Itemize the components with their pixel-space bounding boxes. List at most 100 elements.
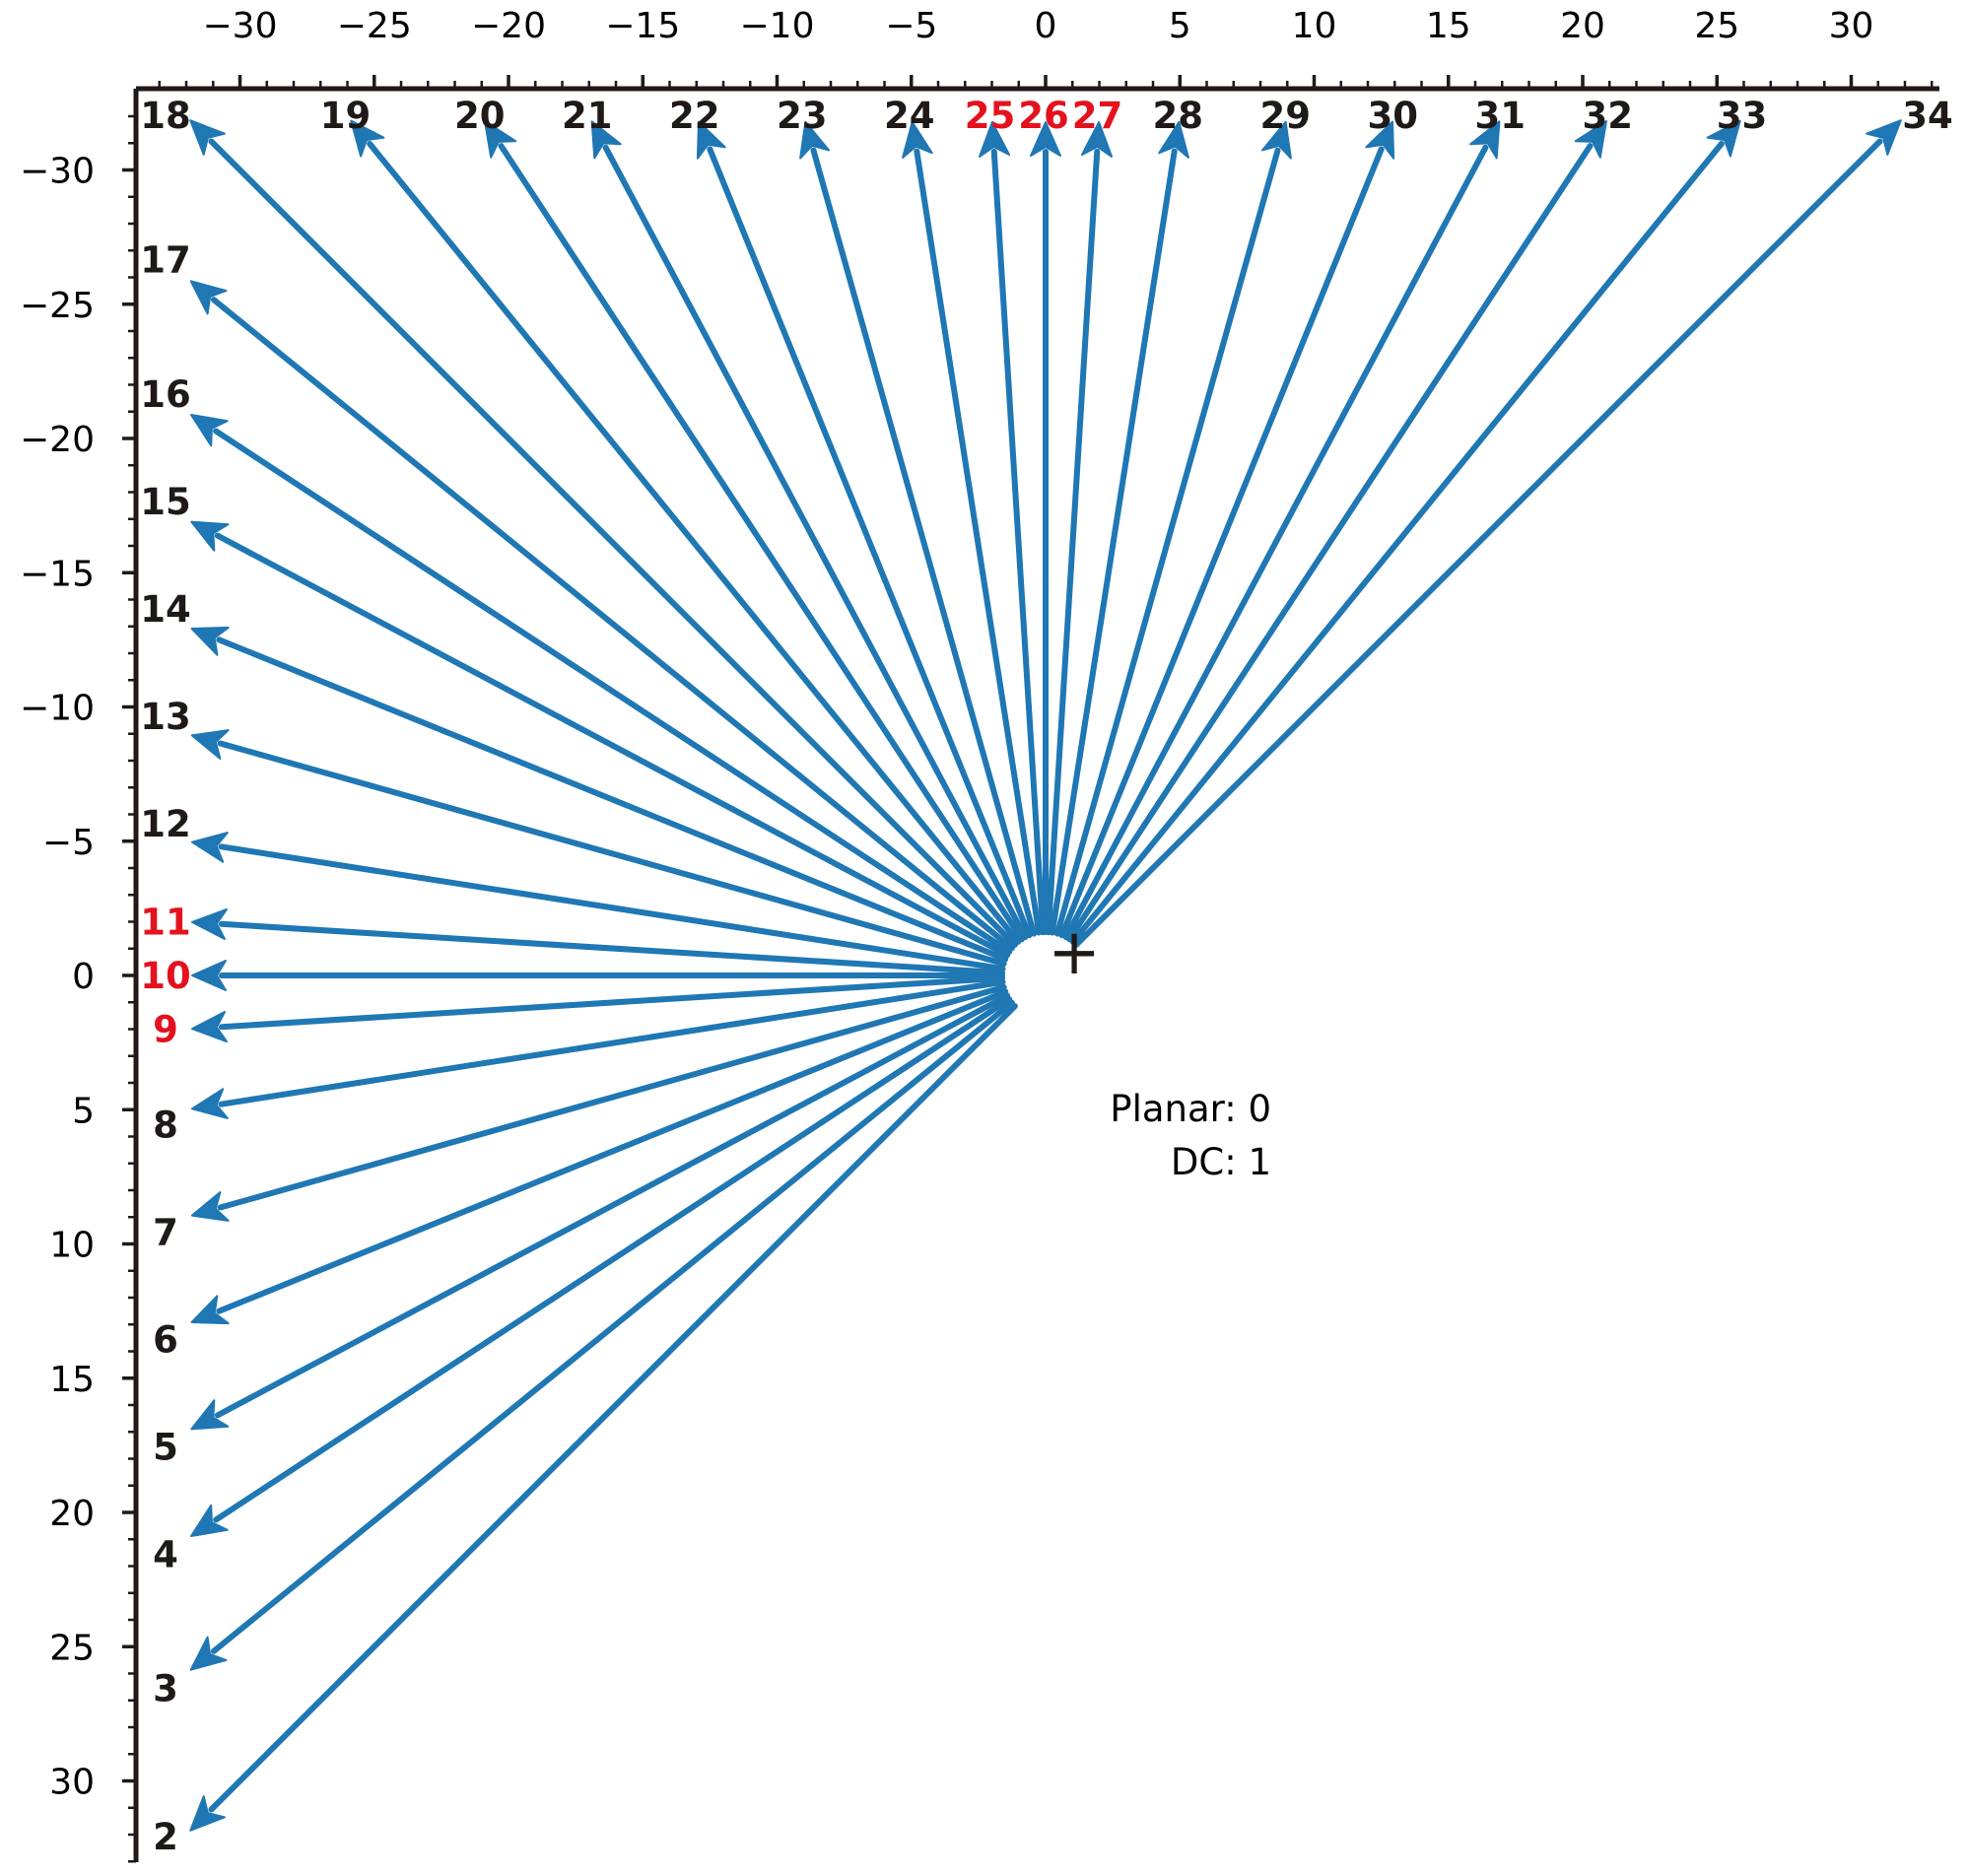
mode-arrow-11-head — [191, 908, 228, 940]
x-tick-label: −5 — [885, 6, 937, 46]
dc-mode-text: DC: 1 — [1171, 1141, 1271, 1183]
mode-arrow-11-shaft — [218, 920, 1006, 976]
mode-arrow-8-head — [190, 1088, 229, 1119]
mode-arrows — [189, 119, 1902, 1832]
mode-label-13: 13 — [140, 696, 191, 738]
mode-arrow-21-head — [590, 120, 622, 160]
x-tick-label: −10 — [740, 6, 815, 46]
mode-label-20: 20 — [454, 95, 506, 137]
axes: −30 −25 −20 −15 −10 −5 0 5 10 15 20 25 30−30−25−20−1… — [20, 6, 1939, 1863]
mode-arrow-3-shaft — [210, 999, 1015, 1654]
mode-arrow-10-head — [191, 960, 227, 991]
y-tick-label: 15 — [49, 1360, 95, 1400]
mode-label-9: 9 — [153, 1009, 178, 1051]
x-tick-label: −30 — [203, 6, 278, 46]
mode-arrow-23-head — [799, 120, 830, 160]
mode-label-15: 15 — [140, 481, 191, 523]
y-tick-label: 5 — [72, 1091, 95, 1131]
mode-arrow-13-shaft — [217, 740, 1007, 968]
planar-mode-text: Planar: 0 — [1110, 1088, 1271, 1130]
mode-label-25: 25 — [965, 95, 1016, 137]
mode-arrow-5-head — [190, 1399, 230, 1431]
mode-label-12: 12 — [140, 803, 191, 845]
mode-label-14: 14 — [140, 588, 191, 631]
x-tick-label: −20 — [471, 6, 546, 46]
mode-arrow-12-head — [190, 832, 229, 863]
x-tick-label: 0 — [1035, 6, 1057, 46]
mode-arrow-30-shaft — [1058, 146, 1385, 939]
mode-arrow-15-head — [190, 520, 230, 552]
mode-arrow-5-shaft — [214, 992, 1011, 1419]
mode-label-19: 19 — [320, 95, 372, 137]
mode-arrow-27-head — [1081, 121, 1113, 158]
mode-label-2: 2 — [153, 1816, 178, 1858]
y-tick-label: −20 — [20, 420, 95, 460]
mode-label-30: 30 — [1368, 95, 1419, 137]
y-tick-label: −5 — [42, 823, 95, 863]
mode-arrow-19-head — [350, 119, 385, 158]
x-tick-label: 15 — [1426, 6, 1471, 46]
mode-arrow-29-head — [1261, 120, 1292, 160]
x-tick-label: 25 — [1694, 6, 1739, 46]
mode-arrow-9-shaft — [218, 974, 1006, 1031]
y-tick-label: 25 — [49, 1628, 95, 1668]
x-tick-label: 10 — [1292, 6, 1337, 46]
mode-label-11: 11 — [140, 902, 191, 944]
mode-arrow-24-head — [902, 120, 933, 159]
mode-label-22: 22 — [669, 95, 720, 137]
mode-arrow-23-shaft — [810, 147, 1038, 937]
mode-arrow-30-head — [1365, 120, 1395, 160]
mode-arrow-14-head — [190, 626, 230, 656]
mode-arrow-4-shaft — [213, 996, 1013, 1523]
mode-arrow-15-shaft — [214, 532, 1011, 959]
mode-arrow-28-head — [1158, 120, 1189, 159]
mode-label-32: 32 — [1583, 95, 1634, 137]
mode-arrow-24-shaft — [914, 148, 1043, 936]
y-tick-label: 0 — [72, 957, 95, 997]
mode-label-29: 29 — [1260, 95, 1312, 137]
mode-arrow-33-head — [1706, 119, 1741, 158]
mode-label-23: 23 — [777, 95, 828, 137]
mode-label-3: 3 — [153, 1668, 178, 1710]
mode-label-24: 24 — [884, 95, 935, 137]
mode-arrow-7-head — [190, 1191, 230, 1222]
mode-label-6: 6 — [153, 1318, 178, 1361]
mode-label-33: 33 — [1717, 95, 1768, 137]
mode-arrow-7-shaft — [217, 983, 1007, 1211]
mode-arrow-20-shaft — [498, 143, 1025, 943]
mode-arrow-12-shaft — [218, 843, 1006, 972]
x-tick-label: 30 — [1829, 6, 1874, 46]
mode-arrow-22-head — [696, 120, 726, 160]
mode-label-16: 16 — [140, 373, 191, 416]
mode-arrow-32-shaft — [1066, 143, 1594, 943]
y-tick-label: −30 — [20, 152, 95, 192]
mode-label-27: 27 — [1072, 95, 1123, 137]
mode-arrow-32-head — [1574, 120, 1607, 159]
mode-arrow-18-head — [189, 119, 226, 156]
mode-arrow-4-head — [190, 1504, 229, 1537]
mode-label-7: 7 — [153, 1211, 178, 1253]
mode-arrow-2-head — [189, 1795, 226, 1832]
mode-arrow-13-head — [190, 729, 230, 760]
mode-arrow-21-shaft — [602, 144, 1029, 941]
mode-arrow-34-head — [1866, 119, 1902, 156]
x-tick-label: −15 — [605, 6, 680, 46]
y-tick-label: −25 — [20, 286, 95, 326]
y-tick-label: −15 — [20, 554, 95, 594]
mode-arrow-34-shaft — [1073, 138, 1883, 948]
mode-arrow-18-shaft — [208, 138, 1018, 948]
x-tick-label: −25 — [337, 6, 412, 46]
y-tick-label: −10 — [20, 689, 95, 729]
mode-label-31: 31 — [1475, 95, 1527, 137]
mode-arrow-6-shaft — [216, 988, 1009, 1314]
mode-arrow-16-shaft — [213, 428, 1013, 955]
mode-arrow-29-shaft — [1053, 147, 1281, 937]
mode-arrow-17-shaft — [210, 297, 1015, 952]
mode-arrow-25-shaft — [990, 148, 1047, 936]
mode-arrow-2-shaft — [208, 1003, 1018, 1813]
mode-arrow-8-shaft — [218, 978, 1006, 1107]
mode-arrow-14-shaft — [216, 636, 1009, 963]
mode-label-10: 10 — [140, 955, 191, 997]
mode-arrow-22-shaft — [707, 146, 1033, 939]
